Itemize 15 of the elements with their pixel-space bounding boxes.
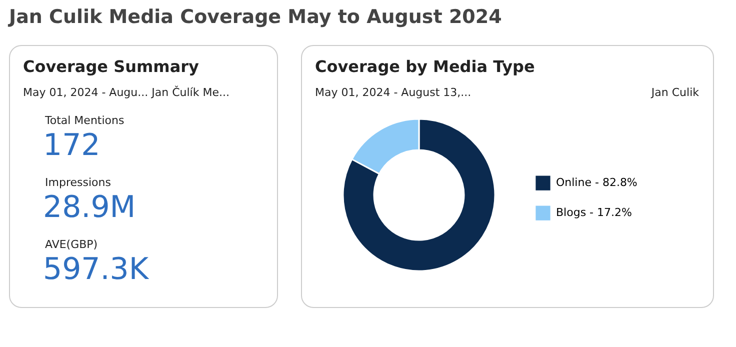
text: Impressions [45,176,112,189]
text: 597.3K [43,252,150,287]
legend-label: Online - 82.8% [556,176,638,189]
text: 172 [43,128,100,163]
text: Coverage Summary [23,57,200,76]
text: May 01, 2024 - Augu... Jan Čulík Me... [23,85,230,99]
legend-label: Blogs - 17.2% [556,206,632,219]
text: AVE(GBP) [45,238,98,251]
text: Total Mentions [44,114,124,127]
text: 28.9M [43,190,136,225]
text: Jan Culik [650,86,700,99]
chart-title: Coverage by Media Type [315,57,536,76]
donut-slice [342,118,496,272]
chart-subtitle: May 01, 2024 - August 13,... [315,86,472,99]
text: Jan Culik Media Coverage May to August 2024 [7,6,502,28]
